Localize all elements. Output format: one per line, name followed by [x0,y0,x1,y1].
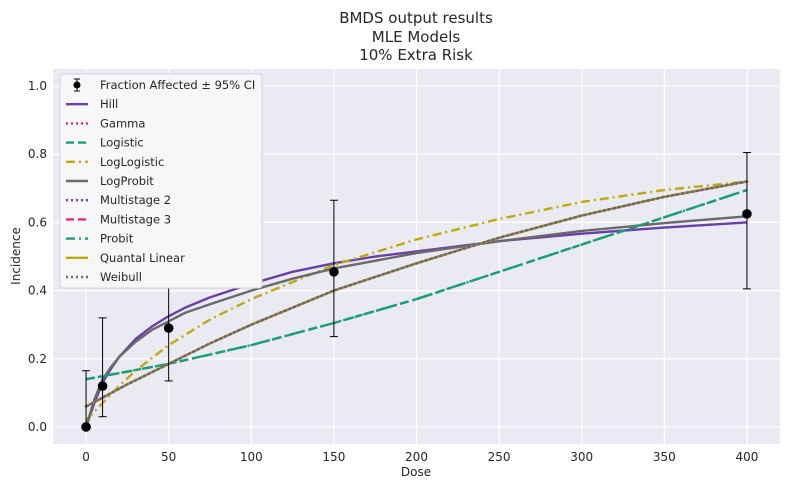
x-tick-label: 0 [82,450,90,464]
y-tick-label: 0.6 [28,215,47,229]
y-tick-label: 0.8 [28,147,47,161]
legend-label: Gamma [100,116,145,130]
legend-swatch-point [73,81,81,89]
series-line-logprobit [84,215,748,428]
legend-label: Hill [100,97,118,111]
chart-title-line-1: BMDS output results [339,9,493,27]
chart-title-line-3: 10% Extra Risk [359,46,473,64]
x-axis-label: Dose [401,465,431,479]
legend-label: Multistage 2 [100,193,171,207]
x-tick-label: 400 [736,450,759,464]
series-line-loglogistic [85,180,748,421]
chart-title-line-2: MLE Models [372,28,461,46]
y-tick-label: 0.2 [28,352,47,366]
legend-label-observed: Fraction Affected ± 95% CI [100,78,255,92]
y-tick-labels: 0.0 0.2 0.4 0.6 0.8 1.0 [28,79,47,434]
y-axis-label: Incidence [9,227,23,285]
legend-label: LogLogistic [100,155,164,169]
legend: Fraction Affected ± 95% CI Hill Gamma Logis… [59,73,263,289]
legend-box [59,73,263,289]
y-tick-label: 0.4 [28,284,47,298]
y-tick-label: 0.0 [28,420,47,434]
observed-points [81,152,752,432]
legend-label: Weibull [100,270,142,284]
legend-label: Logistic [100,136,144,150]
x-tick-label: 150 [322,450,345,464]
x-tick-labels: 0 50 100 150 200 250 300 350 400 [82,450,758,464]
series-line-weibull [84,180,749,408]
y-tick-label: 1.0 [28,79,47,93]
legend-label: Multistage 3 [100,212,171,226]
observed-point [97,381,108,391]
x-tick-label: 50 [161,450,176,464]
x-tick-label: 200 [405,450,428,464]
series-line-probit [85,188,748,381]
observed-point [329,267,339,277]
observed-point [81,422,91,432]
x-tick-label: 300 [570,450,593,464]
x-tick-label: 250 [488,450,511,464]
x-tick-label: 100 [240,450,263,464]
x-tick-label: 350 [653,450,676,464]
legend-label: Probit [100,232,134,246]
observed-point [742,209,752,219]
observed-point [163,323,174,333]
legend-label: Quantal Linear [100,251,185,265]
model-curves [84,180,749,428]
series-line-logistic [85,188,748,381]
legend-label: LogProbit [100,174,154,188]
